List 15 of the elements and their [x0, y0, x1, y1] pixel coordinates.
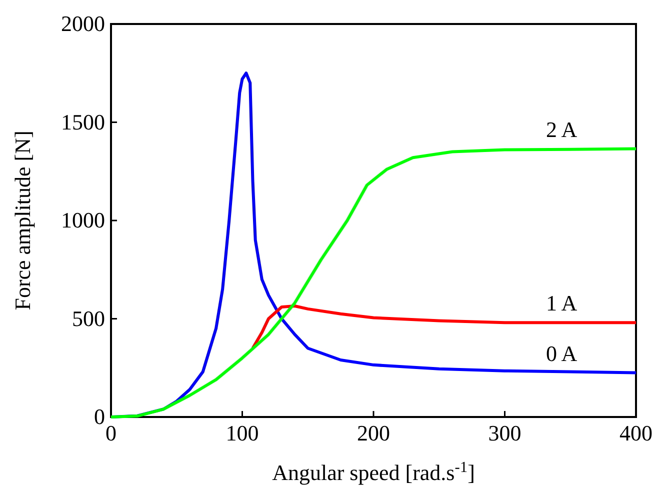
y-tick-label: 2000 [61, 11, 105, 36]
y-tick-label: 500 [72, 306, 105, 331]
x-tick-label: 400 [620, 420, 652, 446]
x-tick-label: 200 [357, 420, 390, 446]
series-label: 2 A [546, 116, 578, 142]
y-tick-label: 1500 [61, 109, 105, 134]
line-series [110, 147, 638, 418]
y-axis-title: Force amplitude [N] [10, 130, 35, 310]
x-tick-label: 100 [226, 420, 259, 446]
series-label: 1 A [546, 290, 578, 316]
y-tick-label: 1000 [61, 208, 105, 233]
x-axis-title: Angular speed [rad.s$^{-1}$] [272, 458, 475, 485]
y-tick-label: 0 [94, 404, 105, 430]
series-label: 0 A [546, 340, 578, 366]
x-tick-label: 300 [488, 420, 522, 446]
